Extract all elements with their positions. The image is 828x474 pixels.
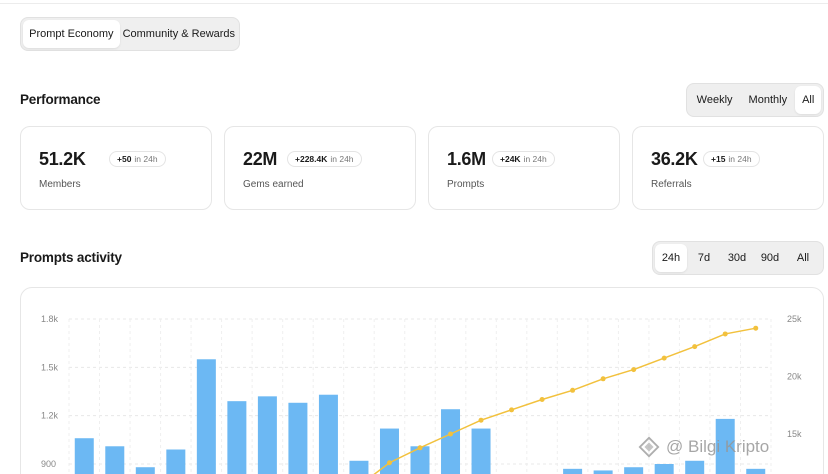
bar — [471, 428, 491, 474]
performance-period-selector: Weekly Monthly All — [686, 83, 824, 117]
stat-value: 36.2K — [651, 149, 698, 169]
stat-label: Gems earned — [243, 179, 304, 190]
line-point — [417, 445, 423, 451]
prompts-activity-title: Prompts activity — [20, 250, 122, 265]
stat-card-referrals: 36.2K +15 in 24h Referrals — [632, 126, 824, 210]
bar — [715, 418, 735, 474]
bar — [318, 394, 338, 474]
tab-prompt-economy[interactable]: Prompt Economy — [23, 20, 120, 48]
range-7d[interactable]: 7d — [697, 252, 711, 264]
right-tick-label: 15k — [787, 429, 802, 439]
stat-card-prompts: 1.6M +24K in 24h Prompts — [428, 126, 620, 210]
range-30d[interactable]: 30d — [727, 252, 747, 264]
line-point — [753, 325, 759, 331]
right-tick-label: 20k — [787, 372, 802, 382]
stat-delta-badge: +228.4K in 24h — [287, 151, 362, 167]
left-tick-label: 1.5k — [41, 362, 59, 372]
bar — [227, 401, 247, 474]
line-point — [386, 460, 392, 466]
line-point — [448, 431, 454, 437]
stat-delta-badge: +15 in 24h — [703, 151, 760, 167]
bar — [196, 359, 216, 474]
range-all[interactable]: All — [796, 252, 810, 264]
bar — [624, 467, 644, 474]
line-point — [600, 376, 606, 382]
left-tick-label: 1.8k — [41, 314, 59, 324]
line-point — [661, 355, 667, 361]
stat-card-gems-earned: 22M +228.4K in 24h Gems earned — [224, 126, 416, 210]
right-tick-label: 25k — [787, 314, 802, 324]
bar — [74, 438, 94, 474]
bar — [105, 446, 125, 474]
period-all[interactable]: All — [795, 86, 822, 114]
chart-svg: 1.8k 1.5k 1.2k 900 25k 20k 15k — [41, 314, 802, 474]
bar — [746, 468, 766, 474]
series-line — [373, 327, 756, 474]
range-90d[interactable]: 90d — [760, 252, 780, 264]
bar — [349, 460, 369, 474]
stat-label: Referrals — [651, 179, 692, 190]
line-point — [631, 367, 637, 373]
bar — [654, 464, 674, 474]
bar — [685, 460, 705, 474]
left-tick-label: 900 — [41, 459, 56, 469]
tab-community-rewards[interactable]: Community & Rewards — [122, 28, 236, 40]
period-monthly[interactable]: Monthly — [748, 94, 788, 106]
stat-delta-badge: +24K in 24h — [492, 151, 555, 167]
stat-value: 1.6M — [447, 149, 486, 169]
bar — [410, 446, 430, 474]
bar — [288, 402, 308, 474]
line-point — [722, 331, 728, 337]
bar — [166, 449, 186, 474]
prompts-activity-chart: 1.8k 1.5k 1.2k 900 25k 20k 15k — [20, 287, 824, 474]
main-tab-bar: Prompt Economy Community & Rewards — [20, 17, 240, 51]
top-divider — [0, 3, 828, 4]
activity-range-selector: 24h 7d 30d 90d All — [652, 241, 824, 275]
line-point — [478, 417, 484, 423]
stat-delta-badge: +50 in 24h — [109, 151, 166, 167]
stat-label: Members — [39, 179, 81, 190]
bar — [593, 470, 613, 474]
line-point — [570, 387, 576, 393]
left-tick-label: 1.2k — [41, 411, 59, 421]
line-point — [539, 397, 545, 402]
line-point — [509, 407, 515, 413]
stat-card-members: 51.2K +50 in 24h Members — [20, 126, 212, 210]
stat-label: Prompts — [447, 179, 485, 190]
diamond-logo-icon — [638, 436, 660, 458]
bar — [257, 396, 277, 474]
line-point — [692, 344, 698, 350]
bar — [563, 468, 583, 474]
period-weekly[interactable]: Weekly — [696, 94, 733, 106]
watermark: @ Bilgi Kripto — [638, 436, 769, 458]
bar — [135, 467, 155, 474]
range-24h[interactable]: 24h — [655, 244, 687, 272]
bar — [379, 428, 399, 474]
performance-title: Performance — [20, 92, 101, 107]
bar — [441, 409, 461, 474]
stat-value: 51.2K — [39, 149, 86, 169]
stat-value: 22M — [243, 149, 278, 169]
watermark-text: @ Bilgi Kripto — [666, 437, 770, 456]
